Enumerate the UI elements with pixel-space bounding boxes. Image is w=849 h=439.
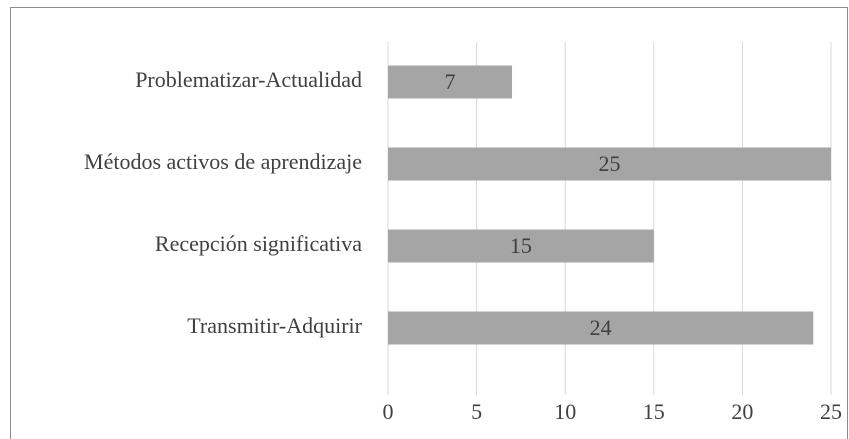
x-tick-label: 25: [820, 399, 842, 424]
y-tick-label: Problematizar-Actualidad: [135, 67, 362, 92]
x-tick-label: 20: [731, 399, 753, 424]
x-tick-label: 0: [383, 399, 394, 424]
data-label: 25: [599, 151, 621, 176]
y-tick-label: Transmitir-Adquirir: [187, 313, 362, 338]
bar: [388, 229, 654, 263]
data-label: 24: [590, 315, 612, 340]
data-label: 15: [510, 233, 532, 258]
bar: [388, 147, 831, 181]
y-tick-label: Recepción significativa: [155, 231, 362, 256]
x-tick-label: 15: [643, 399, 665, 424]
bar: [388, 311, 814, 345]
x-tick-label: 5: [471, 399, 482, 424]
x-tick-label: 10: [554, 399, 576, 424]
bar: [388, 65, 513, 99]
data-label: 7: [445, 69, 456, 94]
y-tick-label: Métodos activos de aprendizaje: [84, 149, 362, 174]
